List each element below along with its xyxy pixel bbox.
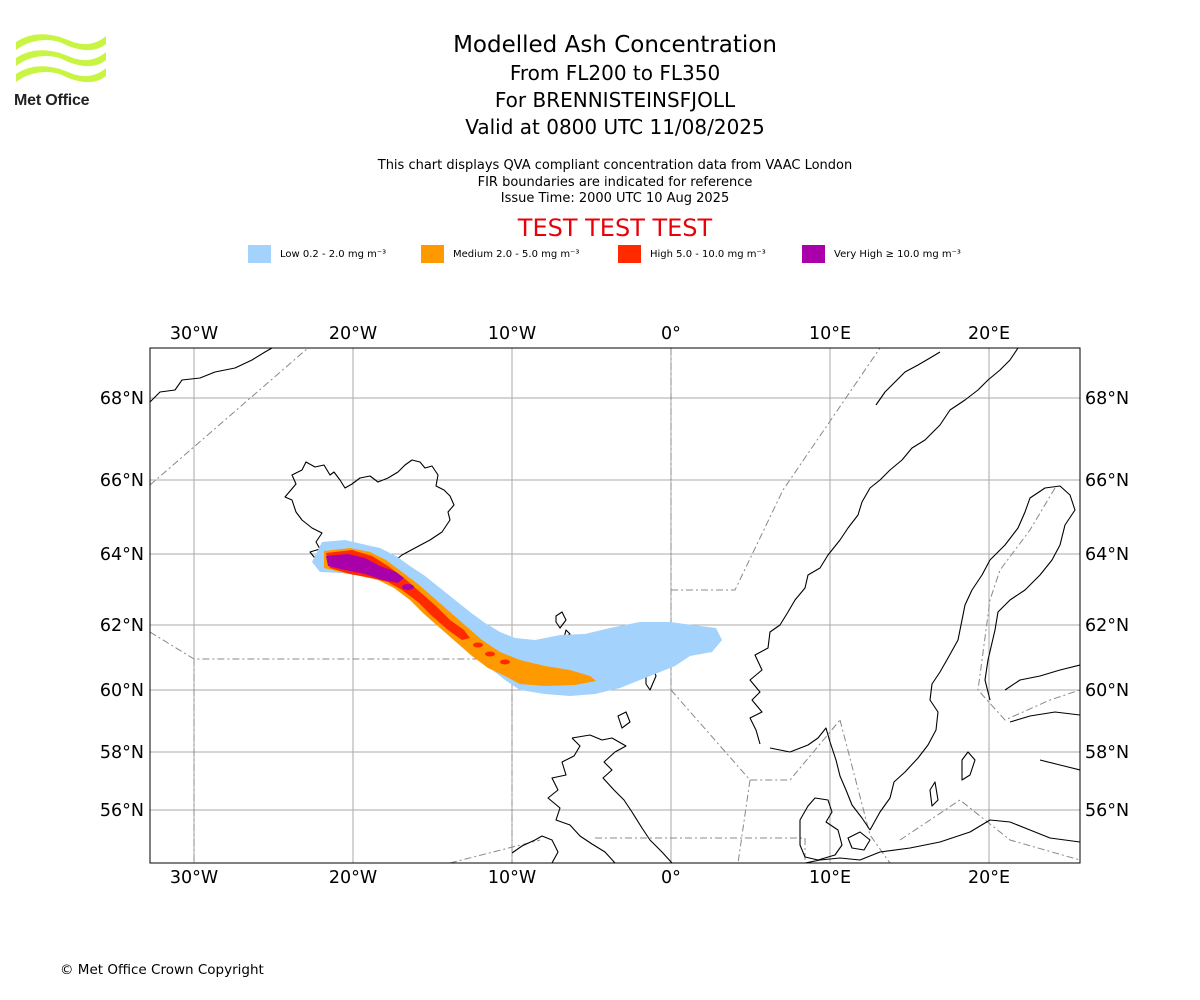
lat-tick-right-64n: 64°N: [1085, 545, 1129, 565]
ash-very-high-patch: [402, 584, 414, 590]
map-frame: [149, 347, 1081, 864]
coast-greenland: [150, 348, 273, 403]
ash-high-patch-1: [473, 642, 483, 648]
legend-swatch-high: [618, 245, 641, 263]
coast-denmark: [799, 797, 871, 861]
coast-orkney: [617, 711, 631, 729]
legend-swatch-low: [248, 245, 271, 263]
page-title: Modelled Ash Concentration: [453, 32, 777, 58]
lat-tick-right-66n: 66°N: [1085, 471, 1129, 491]
lon-tick-bottom-20e: 20°E: [968, 868, 1010, 888]
coast-scotland: [547, 734, 673, 863]
lon-tick-top-10w: 10°W: [488, 324, 536, 344]
coast-ireland: [511, 835, 559, 863]
graticule: [150, 348, 1080, 863]
coast-gulf-of-bothnia: [984, 485, 1076, 701]
coast-gotland: [961, 751, 976, 781]
legend-item-low: Low 0.2 - 2.0 mg m⁻³: [248, 244, 386, 264]
fir-boundary-baltic: [839, 719, 891, 863]
lon-tick-bottom-10w: 10°W: [488, 868, 536, 888]
logo-text: Met Office: [14, 92, 90, 109]
valid-time: Valid at 0800 UTC 11/08/2025: [465, 115, 765, 139]
copyright: © Met Office Crown Copyright: [60, 962, 264, 978]
legend-item-high: High 5.0 - 10.0 mg m⁻³: [618, 244, 766, 264]
lon-tick-top-20e: 20°E: [968, 324, 1010, 344]
flight-level-range: From FL200 to FL350: [509, 61, 721, 85]
coast-norway: [749, 348, 1019, 745]
coast-estonia: [1009, 711, 1080, 723]
coast-oland: [929, 781, 939, 807]
lat-tick-left-62n: 62°N: [100, 616, 144, 636]
fir-boundary-scotland: [595, 837, 806, 863]
coastlines: [150, 348, 1080, 863]
lat-ticks-right: 68°N 66°N 64°N 62°N 60°N 58°N 56°N: [1085, 389, 1129, 821]
lon-ticks-bottom: 30°W 20°W 10°W 0° 10°E 20°E: [170, 868, 1010, 888]
fir-boundary-shanwick: [150, 631, 513, 863]
legend-label-medium: Medium 2.0 - 5.0 mg m⁻³: [453, 248, 580, 260]
coast-latvia: [1039, 759, 1080, 771]
legend-label-low: Low 0.2 - 2.0 mg m⁻³: [280, 248, 387, 260]
map-body: [150, 348, 1080, 863]
issue-time: Issue Time: 2000 UTC 10 Aug 2025: [500, 191, 730, 206]
lat-tick-left-64n: 64°N: [100, 545, 144, 565]
met-office-logo-icon: [16, 34, 106, 83]
legend-label-high: High 5.0 - 10.0 mg m⁻³: [650, 248, 766, 260]
lat-tick-left-58n: 58°N: [100, 743, 144, 763]
lat-tick-right-60n: 60°N: [1085, 681, 1129, 701]
lat-tick-left-66n: 66°N: [100, 471, 144, 491]
coast-norway-north: [875, 351, 941, 406]
lon-tick-top-0: 0°: [661, 324, 681, 344]
coast-sweden-east: [869, 559, 991, 831]
legend-label-very-high: Very High ≥ 10.0 mg m⁻³: [834, 248, 961, 260]
fir-boundary-uk-east: [737, 779, 751, 863]
chart-notes: This chart displays QVA compliant concen…: [265, 158, 965, 208]
legend-item-very-high: Very High ≥ 10.0 mg m⁻³: [802, 244, 961, 264]
lat-tick-right-56n: 56°N: [1085, 801, 1129, 821]
lon-tick-bottom-0: 0°: [661, 868, 681, 888]
lat-tick-right-58n: 58°N: [1085, 743, 1129, 763]
lat-tick-left-60n: 60°N: [100, 681, 144, 701]
fir-boundaries: [150, 348, 1080, 863]
volcano-name: For BRENNISTEINSFJOLL: [494, 88, 736, 112]
fir-boundary-norway: [671, 348, 881, 591]
fir-boundary-iceland-west: [150, 348, 309, 486]
legend-item-medium: Medium 2.0 - 5.0 mg m⁻³: [421, 244, 579, 264]
note-fir: FIR boundaries are indicated for referen…: [477, 174, 753, 190]
lat-ticks-left: 68°N 66°N 64°N 62°N 60°N 58°N 56°N: [100, 389, 144, 821]
lon-tick-bottom-20w: 20°W: [329, 868, 377, 888]
lon-tick-top-20w: 20°W: [329, 324, 377, 344]
lat-tick-right-68n: 68°N: [1085, 389, 1129, 409]
legend-swatch-medium: [421, 245, 444, 263]
coast-germany-poland: [804, 819, 1080, 863]
lat-tick-left-68n: 68°N: [100, 389, 144, 409]
lat-tick-left-56n: 56°N: [100, 801, 144, 821]
ash-plume: [312, 540, 722, 696]
lon-tick-bottom-10e: 10°E: [809, 868, 851, 888]
lon-tick-top-10e: 10°E: [809, 324, 851, 344]
lon-tick-top-30w: 30°W: [170, 324, 218, 344]
ash-high-patch-2: [485, 651, 495, 657]
coast-finland: [1004, 664, 1080, 691]
note-qva: This chart displays QVA compliant concen…: [377, 158, 853, 173]
fir-boundary-uk-south: [449, 839, 541, 863]
ash-very-high: [326, 554, 404, 583]
fir-boundary-baltic-2: [899, 799, 1080, 861]
lat-tick-right-62n: 62°N: [1085, 616, 1129, 636]
ash-low: [312, 540, 722, 696]
fir-boundary-sweden: [977, 487, 1080, 721]
lon-tick-bottom-30w: 30°W: [170, 868, 218, 888]
ash-high-patch-3: [500, 659, 510, 665]
chart-titles: Modelled Ash Concentration From FL200 to…: [265, 30, 965, 141]
coast-sweden-west: [769, 727, 871, 831]
legend-swatch-very-high: [802, 245, 825, 263]
test-banner: TEST TEST TEST: [517, 214, 713, 242]
lon-ticks-top: 30°W 20°W 10°W 0° 10°E 20°E: [170, 324, 1010, 344]
fir-boundary-north-sea: [670, 689, 841, 781]
